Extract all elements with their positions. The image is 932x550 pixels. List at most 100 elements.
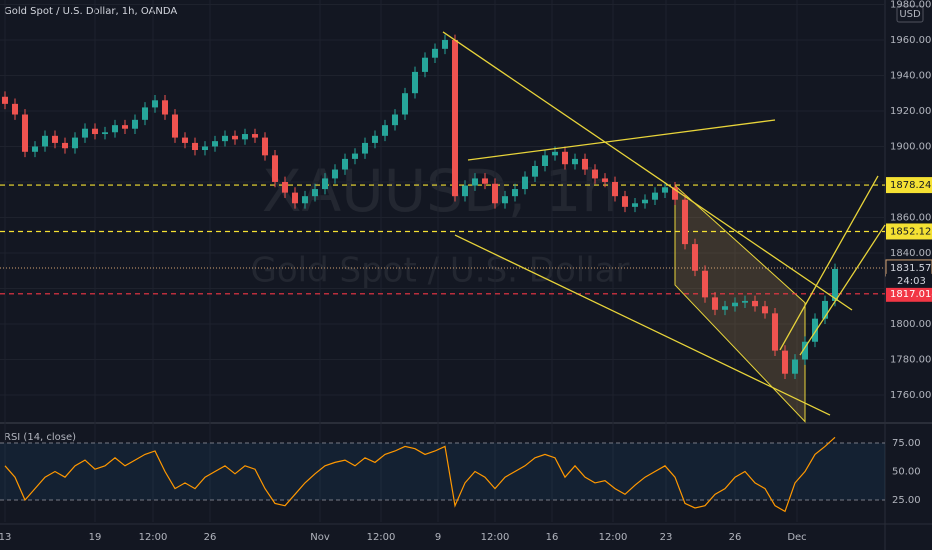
candle-body [802,341,808,360]
candle-body [2,96,8,104]
candle-body [222,135,228,142]
candle-body [182,137,188,143]
candle-body [92,128,98,135]
candle-body [542,155,548,166]
rsi-tick-label: 25.00 [892,495,921,506]
x-tick-label: Nov [310,532,330,543]
x-tick-label: 12:00 [481,532,510,543]
candle-body [592,169,598,179]
trend-line [799,224,886,356]
candle-body [822,300,828,319]
candle-body [632,203,638,207]
countdown: 24:03 [897,276,926,287]
x-tick-label: 16 [546,532,559,543]
countdown-box [886,273,932,288]
candle-body [252,134,258,138]
y-tick-label: 1800.000 [890,319,932,330]
candle-body [162,100,168,115]
candle-body [772,313,778,351]
candle-body [122,125,128,129]
y-tick-label: 1780.000 [890,355,932,366]
candle-body [722,306,728,310]
candle-body [452,39,458,197]
candle-body [812,318,818,342]
candle-body [152,100,158,108]
candle-body [572,158,578,165]
candle-body [782,350,788,374]
candle-body [792,359,798,374]
price-label: 1817.014 [890,289,932,300]
y-tick-label: 1760.000 [890,390,932,401]
channel-area [674,184,806,423]
candle-body [212,141,218,147]
x-tick-label: 12:00 [367,532,396,543]
candle-body [82,128,88,138]
candle-body [332,169,338,179]
candle-body [372,135,378,143]
price-label-box [886,285,932,302]
candle-body [262,137,268,156]
candle-body [432,48,438,58]
candle-body [692,244,698,271]
candle-body [712,297,718,310]
currency-box [896,5,924,23]
price-label-box [886,223,932,240]
candle-body [352,153,358,159]
candle-body [32,146,38,152]
candle-body [462,185,468,197]
candle-body [242,134,248,140]
candle-body [172,114,178,138]
candle-body [482,178,488,184]
candle-body [642,199,648,204]
rsi-line [4,436,836,513]
candle-body [552,151,558,156]
candle-body [672,187,678,200]
candle-body [582,158,588,170]
price-label-box [886,177,932,194]
trend-line [779,175,879,351]
candle-body [742,300,748,303]
candle-body [392,114,398,126]
y-tick-label: 1900.000 [890,141,932,152]
candle-body [662,187,668,193]
candle-body [132,119,138,129]
trend-line [442,31,853,311]
candle-body [322,178,328,190]
candle-body [412,71,418,94]
price-label: 1852.122 [890,226,932,237]
candle-body [292,192,298,204]
candle-body [492,183,498,204]
candle-body [72,137,78,149]
candle-body [732,302,738,307]
currency: USD [899,9,921,20]
candle-body [232,135,238,140]
trend-line [454,234,831,416]
x-tick-label: 19 [89,532,102,543]
candle-body [22,114,28,152]
candle-body [652,192,658,200]
candle-body [202,146,208,151]
x-tick-label: 13 [0,532,11,543]
y-tick-label: 1920.000 [890,106,932,117]
candle-body [342,158,348,170]
candle-body [422,57,428,72]
x-tick-label: 26 [729,532,742,543]
candle-body [442,39,448,49]
candle-body [112,125,118,133]
y-tick-label: 1940.000 [890,70,932,81]
candle-body [312,189,318,197]
candle-body [472,178,478,186]
candle-body [762,306,768,314]
candle-body [62,142,68,149]
rsi-title: RSI (14, close) [4,432,76,443]
candle-body [302,196,308,204]
price-label: 1878.248 [890,180,932,191]
candle-body [752,300,758,307]
candle-body [682,199,688,245]
candle-body [362,142,368,154]
x-tick-label: 12:00 [139,532,168,543]
candle-body [102,132,108,135]
candle-body [402,93,408,115]
y-tick-label: 1980.000 [890,0,932,10]
x-tick-label: 9 [435,532,441,543]
